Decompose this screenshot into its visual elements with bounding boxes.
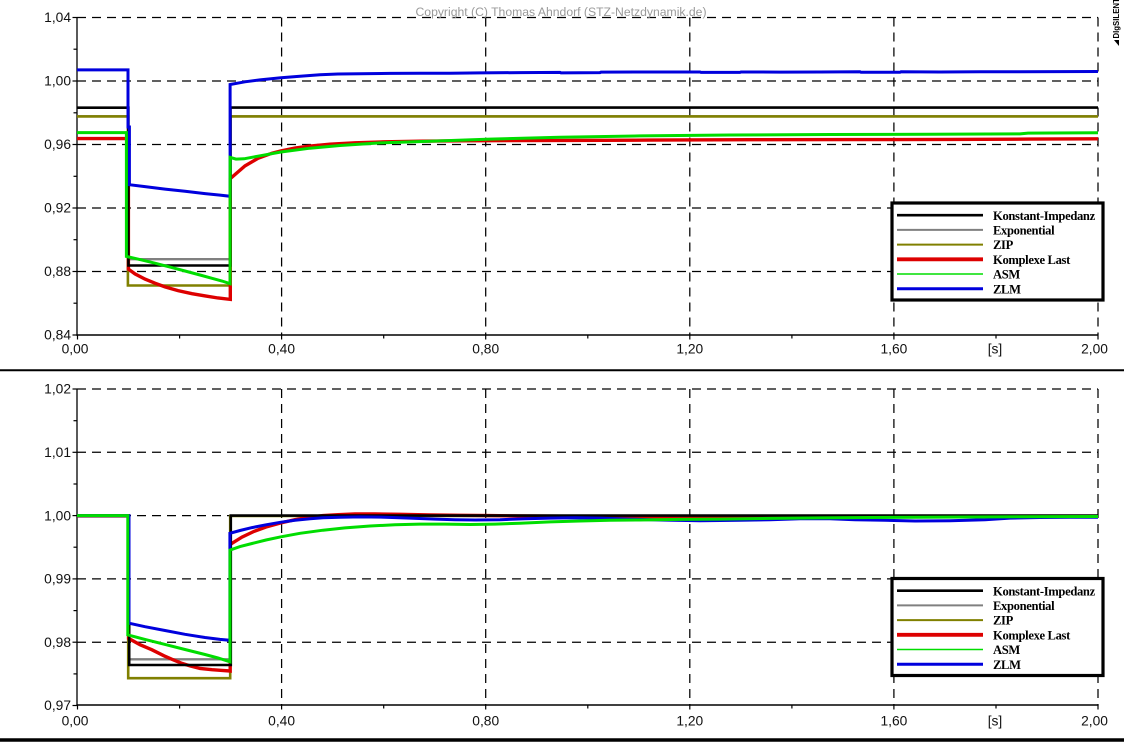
svg-text:0,40: 0,40 <box>268 714 295 729</box>
svg-text:[s]: [s] <box>988 342 1003 357</box>
svg-text:1,02: 1,02 <box>44 382 71 397</box>
svg-text:ZIP: ZIP <box>993 614 1014 628</box>
svg-text:0,84: 0,84 <box>44 328 71 343</box>
svg-text:Konstant-Impedanz: Konstant-Impedanz <box>993 584 1096 598</box>
svg-text:Komplexe Last: Komplexe Last <box>993 253 1071 267</box>
svg-text:ZLM: ZLM <box>993 658 1021 672</box>
svg-text:Exponential: Exponential <box>993 599 1055 613</box>
svg-text:Komplexe Last: Komplexe Last <box>993 628 1071 642</box>
svg-text:0,80: 0,80 <box>472 342 499 357</box>
svg-text:0,80: 0,80 <box>472 714 499 729</box>
svg-text:0,99: 0,99 <box>44 572 71 587</box>
svg-text:0,96: 0,96 <box>44 137 71 152</box>
svg-text:ASM: ASM <box>993 643 1020 657</box>
svg-text:1,04: 1,04 <box>44 10 71 25</box>
svg-text:1,60: 1,60 <box>880 342 907 357</box>
svg-text:1,01: 1,01 <box>44 445 71 460</box>
svg-text:Exponential: Exponential <box>993 224 1055 238</box>
svg-text:[s]: [s] <box>988 714 1003 729</box>
svg-text:1,00: 1,00 <box>44 74 71 89</box>
svg-text:2,00: 2,00 <box>1081 342 1108 357</box>
svg-text:2,00: 2,00 <box>1081 714 1108 729</box>
svg-text:1,60: 1,60 <box>880 714 907 729</box>
svg-text:1,20: 1,20 <box>676 342 703 357</box>
svg-text:0,97: 0,97 <box>44 698 71 713</box>
svg-text:0,00: 0,00 <box>62 714 89 729</box>
svg-text:ASM: ASM <box>993 268 1020 282</box>
svg-text:1,20: 1,20 <box>676 714 703 729</box>
svg-text:ZLM: ZLM <box>993 282 1021 296</box>
svg-text:DIgSILENT: DIgSILENT <box>1112 0 1121 39</box>
svg-text:Copyright (C) Thomas Ahndorf (: Copyright (C) Thomas Ahndorf (STZ-Netzdy… <box>415 5 706 19</box>
svg-text:0,40: 0,40 <box>268 342 295 357</box>
svg-text:Konstant-Impedanz: Konstant-Impedanz <box>993 209 1096 223</box>
svg-text:1,00: 1,00 <box>44 508 71 523</box>
svg-text:0,00: 0,00 <box>62 342 89 357</box>
svg-text:0,98: 0,98 <box>44 635 71 650</box>
svg-text:ZIP: ZIP <box>993 238 1014 252</box>
svg-text:0,88: 0,88 <box>44 264 71 279</box>
svg-text:0,92: 0,92 <box>44 201 71 216</box>
